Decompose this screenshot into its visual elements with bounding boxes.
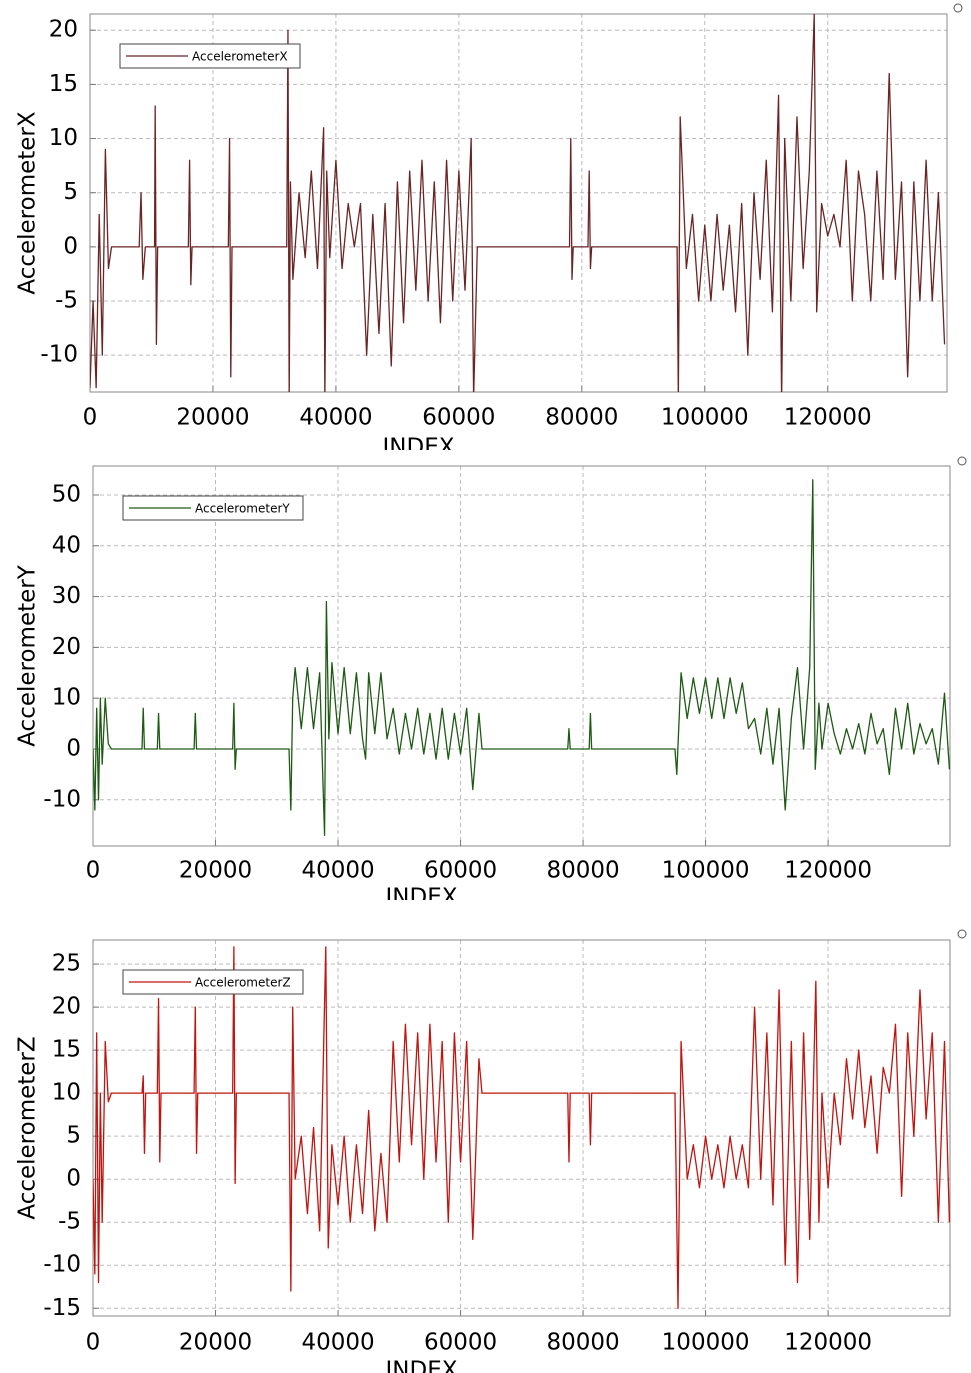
x-tick-label: 20000 [179, 858, 252, 884]
x-tick-label: 20000 [179, 1330, 252, 1356]
y-tick-label: 20 [49, 17, 78, 43]
plot-area [93, 466, 950, 846]
x-tick-label: 0 [86, 858, 101, 884]
y-axis-label: AccelerometerX [15, 111, 41, 295]
y-axis-label: AccelerometerY [15, 564, 41, 747]
data-line [90, 14, 946, 392]
x-tick-label: 80000 [546, 858, 619, 884]
y-tick-label: 50 [52, 481, 81, 507]
y-tick-label: 15 [52, 1037, 81, 1063]
legend-label: AccelerometerX [192, 50, 288, 64]
x-tick-label: 80000 [545, 405, 618, 431]
x-tick-label: 120000 [784, 1330, 872, 1356]
y-tick-label: 10 [49, 125, 78, 151]
x-tick-label: 0 [86, 1330, 101, 1356]
y-tick-label: 20 [52, 994, 81, 1020]
y-tick-label: 0 [66, 1166, 81, 1192]
y-axis-label: AccelerometerZ [15, 1036, 41, 1219]
y-tick-label: -10 [43, 1252, 81, 1278]
y-tick-label: -5 [55, 288, 78, 314]
x-tick-label: 100000 [662, 1330, 750, 1356]
y-tick-label: 10 [52, 1080, 81, 1106]
x-tick-label: 120000 [784, 858, 872, 884]
chart-panel: 0 20000 40000 60000 80000 100000 120000 -15 -10 -… [15, 929, 967, 1373]
x-tick-label: 20000 [176, 405, 249, 431]
x-tick-label: 60000 [424, 1330, 497, 1356]
data-line [93, 946, 950, 1309]
plot-frame [92, 939, 951, 1317]
y-tick-label: 10 [52, 685, 81, 711]
x-tick-label: 40000 [299, 405, 372, 431]
handle [953, 3, 963, 13]
y-tick-label: -5 [58, 1209, 81, 1235]
x-tick-label: 40000 [301, 858, 374, 884]
x-tick-label: 100000 [662, 858, 750, 884]
plot-frame [92, 465, 951, 847]
y-tick-label: 0 [66, 735, 81, 761]
x-tick-label: 60000 [424, 858, 497, 884]
y-tick-label: -10 [43, 786, 81, 812]
plot-frame [89, 13, 948, 393]
y-tick-label: -10 [40, 342, 78, 368]
x-tick-label: 100000 [661, 405, 749, 431]
x-tick-label: 40000 [301, 1330, 374, 1356]
plot-area [90, 14, 947, 392]
y-tick-label: 15 [49, 71, 78, 97]
y-tick-label: 20 [52, 634, 81, 660]
y-tick-label: 30 [52, 583, 81, 609]
legend-label: AccelerometerZ [195, 976, 291, 990]
x-axis-label: INDEX [386, 1358, 458, 1373]
x-tick-label: 120000 [784, 405, 872, 431]
data-line [93, 479, 950, 836]
y-tick-label: 5 [63, 179, 78, 205]
y-tick-label: 40 [52, 532, 81, 558]
legend-label: AccelerometerY [195, 502, 290, 516]
chart-panel: 0 20000 40000 60000 80000 100000 120000 -10 -5 0 5… [15, 3, 963, 451]
y-tick-label: 5 [66, 1123, 81, 1149]
x-axis-label: INDEX [386, 885, 458, 901]
y-tick-label: 0 [63, 233, 78, 259]
y-tick-label: 25 [52, 951, 81, 977]
x-tick-label: 80000 [546, 1330, 619, 1356]
x-tick-label: 0 [83, 405, 98, 431]
chart-panel: 0 20000 40000 60000 80000 100000 120000 -10 0 10 2… [15, 456, 967, 901]
x-tick-label: 60000 [422, 405, 495, 431]
handle [957, 456, 967, 466]
y-tick-label: -15 [43, 1295, 81, 1321]
x-axis-label: INDEX [383, 435, 455, 451]
handle [957, 929, 967, 939]
